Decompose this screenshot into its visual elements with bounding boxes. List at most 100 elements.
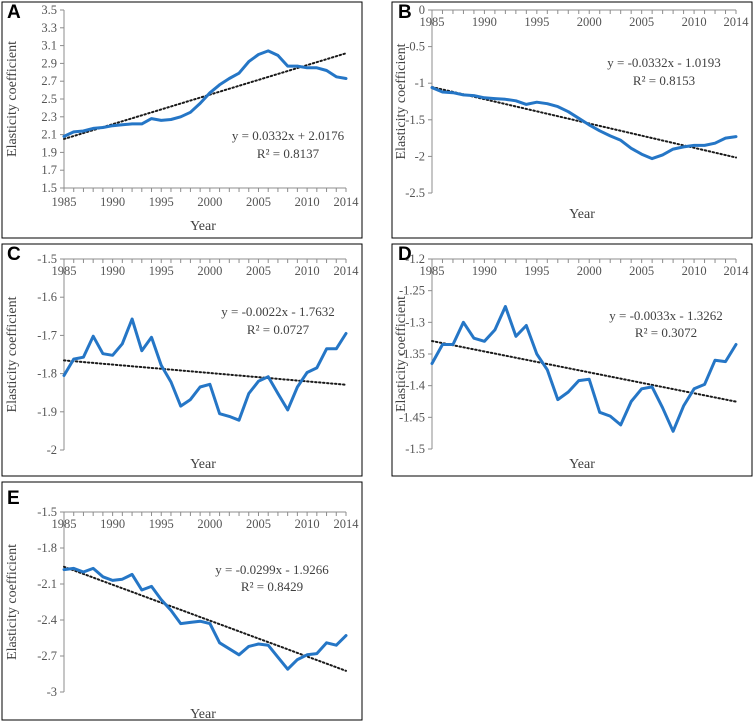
y-tick-label: 2.9 [41, 56, 57, 70]
r-squared-label: R² = 0.8137 [257, 146, 320, 161]
x-tick-label: 2014 [724, 264, 750, 278]
data-point [567, 110, 570, 113]
data-point [462, 321, 465, 324]
data-point [276, 54, 280, 57]
r-squared-label: R² = 0.3072 [635, 325, 697, 340]
x-tick-label: 2014 [334, 264, 360, 278]
y-tick-label: -1.5 [405, 113, 425, 127]
data-point [82, 570, 85, 574]
x-tick-label: 1995 [149, 517, 174, 531]
data-point [598, 129, 601, 132]
data-point [504, 305, 507, 308]
x-tick-label: 1995 [524, 264, 549, 278]
data-point [556, 398, 559, 401]
data-point [160, 598, 163, 601]
trend-line [63, 359, 347, 386]
data-point [483, 340, 486, 343]
y-tick-label: -2.1 [37, 577, 57, 591]
data-point [257, 53, 260, 56]
data-point [344, 634, 348, 637]
data-point [140, 588, 143, 592]
data-point [228, 415, 231, 418]
data-point [629, 400, 633, 403]
data-point [671, 147, 675, 151]
y-tick-label: 3.3 [41, 21, 57, 35]
data-point [72, 357, 75, 361]
data-point [237, 653, 241, 656]
y-tick-label: -1.5 [405, 442, 425, 456]
y-tick-label: -1.25 [399, 284, 425, 298]
y-tick-label: -2 [415, 149, 425, 163]
y-tick-label: -1.6 [37, 290, 57, 304]
data-point [276, 656, 280, 659]
y-tick-label: -0.5 [405, 40, 425, 54]
x-tick-label: 1985 [52, 264, 77, 278]
y-tick-label: -1.45 [399, 410, 425, 424]
x-tick-label: 2005 [629, 15, 654, 29]
data-point [286, 408, 289, 412]
data-point [237, 71, 241, 75]
data-point [286, 668, 289, 671]
r-squared-label: R² = 0.0727 [247, 322, 310, 337]
x-tick-label: 1990 [100, 195, 125, 209]
series-line [62, 566, 348, 671]
data-point [441, 90, 444, 94]
x-tick-label: 2005 [246, 517, 271, 531]
data-point [661, 153, 664, 157]
x-tick-label: 2010 [682, 264, 707, 278]
x-tick-label: 2005 [246, 264, 271, 278]
x-tick-label: 1990 [472, 264, 497, 278]
data-point [734, 135, 738, 138]
data-point [91, 567, 95, 570]
data-point [546, 368, 549, 372]
data-point [692, 387, 696, 391]
data-point [91, 127, 95, 130]
trend-equation: y = -0.0033x - 1.3262 [609, 308, 723, 323]
x-tick-label: 2014 [334, 517, 360, 531]
y-tick-label: -2 [47, 443, 57, 457]
y-tick-label: 1.7 [41, 163, 57, 177]
x-tick-label: 1985 [52, 195, 77, 209]
data-point [472, 336, 476, 340]
data-point [640, 153, 643, 156]
data-point [703, 144, 706, 147]
data-point [713, 142, 717, 145]
y-tick-label: 2.5 [41, 92, 57, 106]
x-axis-title: Year [569, 207, 595, 222]
data-point [91, 334, 95, 338]
data-point [228, 77, 231, 80]
data-point [305, 653, 309, 656]
data-point [237, 419, 241, 422]
x-tick-label: 1990 [472, 15, 497, 29]
series-line [62, 317, 348, 422]
panel-label: D [398, 244, 412, 265]
data-point [629, 147, 633, 150]
y-tick-label: 2.1 [41, 128, 57, 142]
data-point [286, 64, 289, 68]
data-point [218, 83, 221, 86]
x-tick-label: 2010 [295, 517, 320, 531]
x-tick-label: 1995 [149, 195, 174, 209]
trend-line [63, 565, 347, 672]
trend-line [431, 340, 737, 403]
y-tick-label: -2.5 [405, 186, 425, 200]
data-point [218, 641, 221, 644]
data-point [430, 362, 434, 365]
panel-b: B 0 -0.5 -1 -1.5 -2 -2.5 1985 1990 1995 2000 2005 20… [391, 1, 753, 239]
x-tick-label: 1995 [149, 264, 174, 278]
y-tick-label: -1.2 [405, 252, 425, 266]
trend-equation: y = -0.0022x - 1.7632 [221, 304, 335, 319]
data-point [169, 609, 173, 612]
data-point [121, 342, 124, 346]
data-point [62, 568, 66, 571]
data-point [101, 575, 105, 578]
data-point [451, 343, 455, 346]
x-tick-label: 1985 [420, 264, 445, 278]
data-point [140, 349, 143, 352]
data-point [535, 101, 539, 104]
x-tick-label: 2000 [577, 15, 602, 29]
data-point [344, 77, 348, 80]
data-point [189, 398, 192, 401]
data-point [121, 578, 124, 581]
